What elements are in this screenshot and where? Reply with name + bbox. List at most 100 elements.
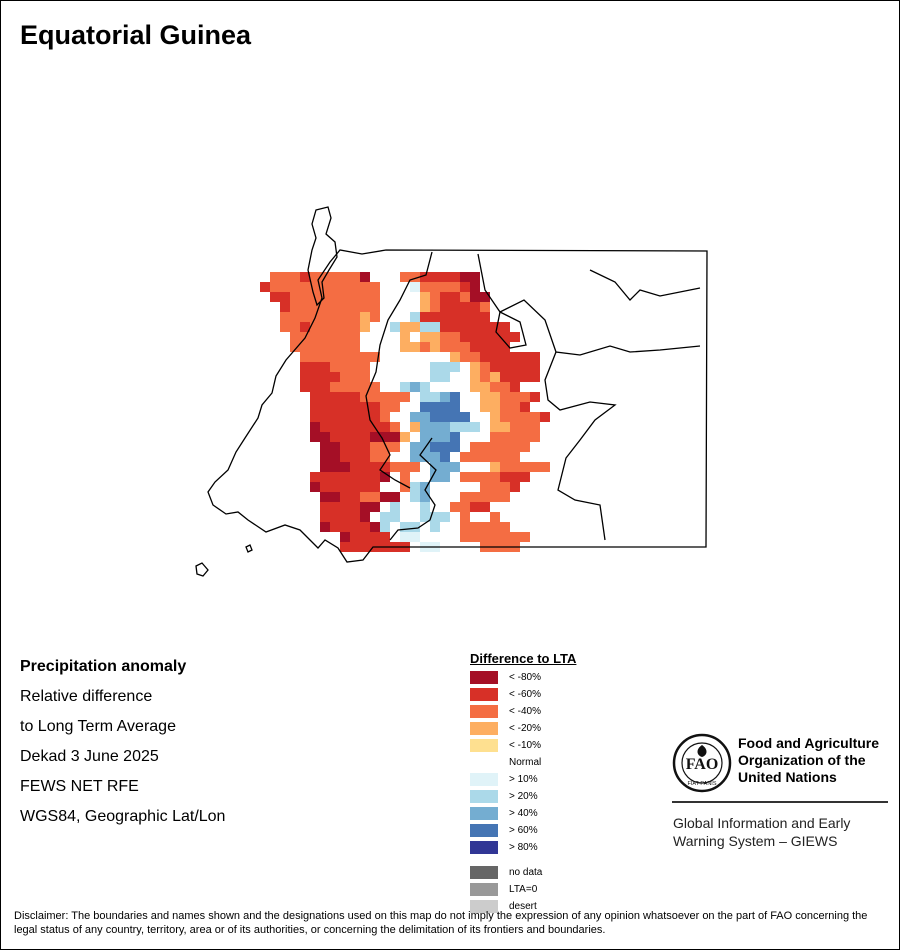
grid-cell [510,482,520,492]
grid-cell [410,292,420,302]
grid-cell [510,472,520,482]
grid-cell [420,432,430,442]
grid-cell [350,472,360,482]
grid-cell [370,312,380,322]
info-line: Relative difference [20,688,153,705]
grid-cell [450,342,460,352]
grid-cell [460,322,470,332]
grid-cell [350,382,360,392]
grid-cell [450,332,460,342]
grid-cell [490,512,500,522]
grid-cell [460,352,470,362]
grid-cell [430,382,440,392]
legend-swatch [470,773,498,786]
grid-cell [350,422,360,432]
grid-cell [450,422,460,432]
grid-cell [330,312,340,322]
grid-cell [390,312,400,322]
grid-cell [420,472,430,482]
grid-cell [400,362,410,372]
legend-row: > 80% [470,840,576,857]
grid-cell [360,542,370,552]
grid-cell [350,522,360,532]
grid-cell [440,512,450,522]
grid-cell [460,392,470,402]
grid-cell [330,432,340,442]
legend-row: LTA=0 [470,882,576,899]
grid-cell [430,312,440,322]
grid-cell [430,332,440,342]
grid-cell [300,292,310,302]
grid-cell [460,312,470,322]
grid-cell [370,302,380,312]
grid-cell [440,302,450,312]
grid-cell [470,502,480,512]
grid-cell [320,472,330,482]
legend-label: < -40% [509,706,541,717]
grid-cell [480,292,490,302]
grid-cell [280,302,290,312]
grid-cell [370,502,380,512]
grid-cell [350,392,360,402]
grid-cell [300,282,310,292]
grid-cell [510,362,520,372]
grid-cell [370,432,380,442]
grid-cell [330,302,340,312]
legend: Difference to LTA < -80% < -60% < -40% < -2… [470,651,576,916]
legend-swatch [470,807,498,820]
grid-cell [460,282,470,292]
grid-cell [470,272,480,282]
grid-cell [470,422,480,432]
grid-cell [460,332,470,342]
grid-cell [350,302,360,312]
grid-cell [400,432,410,442]
grid-cell [400,482,410,492]
grid-cell [390,412,400,422]
grid-cell [330,272,340,282]
legend-swatch [470,705,498,718]
grid-cell [380,502,390,512]
grid-cell [470,532,480,542]
grid-cell [390,462,400,472]
grid-cell [410,272,420,282]
grid-cell [410,422,420,432]
grid-cell [400,322,410,332]
grid-cell [400,502,410,512]
fao-name-line: Food and Agriculture [738,735,880,751]
grid-cell [450,362,460,372]
grid-cell [350,442,360,452]
grid-cell [310,342,320,352]
grid-cell [290,332,300,342]
grid-cell [340,422,350,432]
grid-cell [440,442,450,452]
legend-row: no data [470,865,576,882]
legend-swatch [470,824,498,837]
grid-cell [300,372,310,382]
grid-cell [510,332,520,342]
grid-cell [490,362,500,372]
grid-cell [440,312,450,322]
grid-cell [480,312,490,322]
grid-cell [340,322,350,332]
grid-cell [460,292,470,302]
grid-cell [430,422,440,432]
grid-cell [430,302,440,312]
grid-cell [330,502,340,512]
grid-cell [370,342,380,352]
grid-cell [510,422,520,432]
grid-cell [450,352,460,362]
grid-cell [340,502,350,512]
grid-cell [470,332,480,342]
disclaimer: Disclaimer: The boundaries and names sho… [14,910,868,936]
grid-cell [460,442,470,452]
grid-cell [310,282,320,292]
grid-cell [360,432,370,442]
grid-cell [500,352,510,362]
grid-cell [320,312,330,322]
grid-cell [450,512,460,522]
legend-items: < -80% < -60% < -40% < -20% < -10% Normal > 10… [470,670,576,857]
grid-cell [490,422,500,432]
fao-logo-icon: FAO FIAT PANIS [672,733,732,793]
legend-row: < -40% [470,704,576,721]
grid-cell [480,442,490,452]
